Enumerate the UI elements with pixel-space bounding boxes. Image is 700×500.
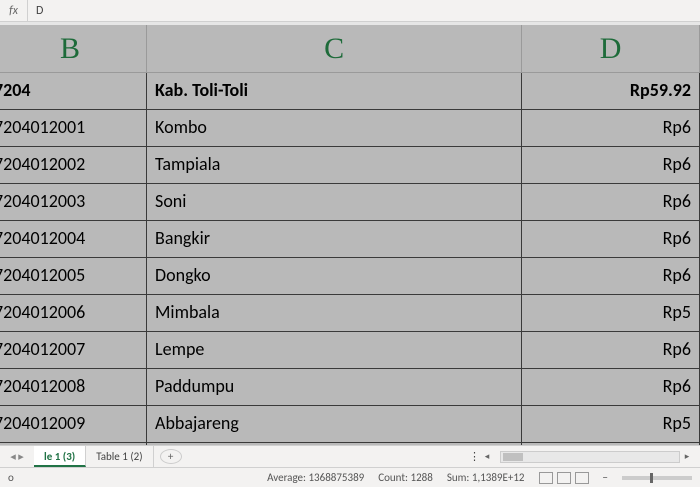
cell-b[interactable]: 7204012007 <box>0 332 147 369</box>
status-sum: Sum: 1,1389E+12 <box>447 471 525 484</box>
cell-d-header[interactable]: Rp59.92 <box>522 73 700 110</box>
cell-d[interactable]: Rp5 <box>522 295 700 332</box>
cell-d[interactable]: Rp6 <box>522 332 700 369</box>
cell-c[interactable] <box>147 443 522 445</box>
cell-c[interactable]: Soni <box>147 184 522 221</box>
table-row[interactable]: 7204012002 Tampiala Rp6 <box>0 147 700 184</box>
formula-input[interactable]: D <box>28 0 700 21</box>
cell-d[interactable]: Rp6 <box>522 221 700 258</box>
scroll-left-icon[interactable]: ◂ <box>480 451 494 462</box>
table-row[interactable]: 7204012006 Mimbala Rp5 <box>0 295 700 332</box>
view-icons[interactable] <box>539 472 589 484</box>
col-header-c[interactable]: C <box>147 25 522 73</box>
table-row[interactable] <box>0 443 700 445</box>
cell-c[interactable]: Paddumpu <box>147 369 522 406</box>
cell-b[interactable]: 7204012003 <box>0 184 147 221</box>
table-row[interactable]: 7204012005 Dongko Rp6 <box>0 258 700 295</box>
cell-b[interactable]: 7204012001 <box>0 110 147 147</box>
view-break-icon[interactable] <box>575 472 589 484</box>
cell-c[interactable]: Bangkir <box>147 221 522 258</box>
fx-icon[interactable]: fx <box>0 0 28 21</box>
cell-d[interactable] <box>522 443 700 445</box>
horizontal-scrollbar[interactable]: ⋮ ◂ ▸ <box>182 450 700 463</box>
add-sheet-button[interactable]: + <box>160 449 182 464</box>
table-row[interactable]: 7204012003 Soni Rp6 <box>0 184 700 221</box>
cell-d[interactable]: Rp5 <box>522 406 700 443</box>
cell-d[interactable]: Rp6 <box>522 258 700 295</box>
table-header-row[interactable]: 7204 Kab. Toli-Toli Rp59.92 <box>0 73 700 110</box>
cell-d[interactable]: Rp6 <box>522 147 700 184</box>
status-bar: o Average: 1368875389 Count: 1288 Sum: 1… <box>0 467 700 487</box>
scroll-right-icon[interactable]: ▸ <box>680 451 694 462</box>
cell-b[interactable]: 7204012008 <box>0 369 147 406</box>
sheet-tabs: ◂ ▸ le 1 (3) Table 1 (2) + ⋮ ◂ ▸ <box>0 445 700 467</box>
table-row[interactable]: 7204012004 Bangkir Rp6 <box>0 221 700 258</box>
cell-b[interactable]: 7204012006 <box>0 295 147 332</box>
scroll-thumb[interactable] <box>503 453 523 461</box>
cell-b[interactable]: 7204012002 <box>0 147 147 184</box>
table-row[interactable]: 7204012007 Lempe Rp6 <box>0 332 700 369</box>
table-row[interactable]: 7204012009 Abbajareng Rp5 <box>0 406 700 443</box>
cell-d[interactable]: Rp6 <box>522 110 700 147</box>
scroll-track[interactable] <box>500 451 680 463</box>
view-normal-icon[interactable] <box>539 472 553 484</box>
tab-active[interactable]: le 1 (3) <box>34 446 86 467</box>
scroll-sep-icon: ⋮ <box>469 450 480 463</box>
status-count: Count: 1288 <box>378 471 433 484</box>
tab-nav-icon[interactable]: ◂ ▸ <box>0 450 34 463</box>
col-header-d[interactable]: D <box>522 25 700 73</box>
cell-c[interactable]: Tampiala <box>147 147 522 184</box>
zoom-slider[interactable] <box>622 476 692 480</box>
table-row[interactable]: 7204012008 Paddumpu Rp6 <box>0 369 700 406</box>
column-headers: B C D <box>0 25 700 73</box>
table-row[interactable]: 7204012001 Kombo Rp6 <box>0 110 700 147</box>
zoom-slider-thumb[interactable] <box>650 473 653 483</box>
cell-c[interactable]: Mimbala <box>147 295 522 332</box>
cell-b-header[interactable]: 7204 <box>0 73 147 110</box>
cell-c[interactable]: Dongko <box>147 258 522 295</box>
cell-c[interactable]: Lempe <box>147 332 522 369</box>
grid: 7204 Kab. Toli-Toli Rp59.92 7204012001 K… <box>0 73 700 445</box>
cell-b[interactable]: 7204012004 <box>0 221 147 258</box>
status-average: Average: 1368875389 <box>267 471 364 484</box>
tab-other[interactable]: Table 1 (2) <box>86 446 153 467</box>
status-mode: o <box>8 471 14 484</box>
worksheet[interactable]: B C D 7204 Kab. Toli-Toli Rp59.92 720401… <box>0 25 700 445</box>
col-header-b[interactable]: B <box>0 25 147 73</box>
cell-b[interactable]: 7204012009 <box>0 406 147 443</box>
formula-bar: fx D <box>0 0 700 22</box>
cell-c[interactable]: Abbajareng <box>147 406 522 443</box>
cell-c-header[interactable]: Kab. Toli-Toli <box>147 73 522 110</box>
cell-c[interactable]: Kombo <box>147 110 522 147</box>
cell-b[interactable] <box>0 443 147 445</box>
zoom-out-icon[interactable]: − <box>603 471 608 484</box>
cell-b[interactable]: 7204012005 <box>0 258 147 295</box>
cell-d[interactable]: Rp6 <box>522 184 700 221</box>
cell-d[interactable]: Rp6 <box>522 369 700 406</box>
view-layout-icon[interactable] <box>557 472 571 484</box>
